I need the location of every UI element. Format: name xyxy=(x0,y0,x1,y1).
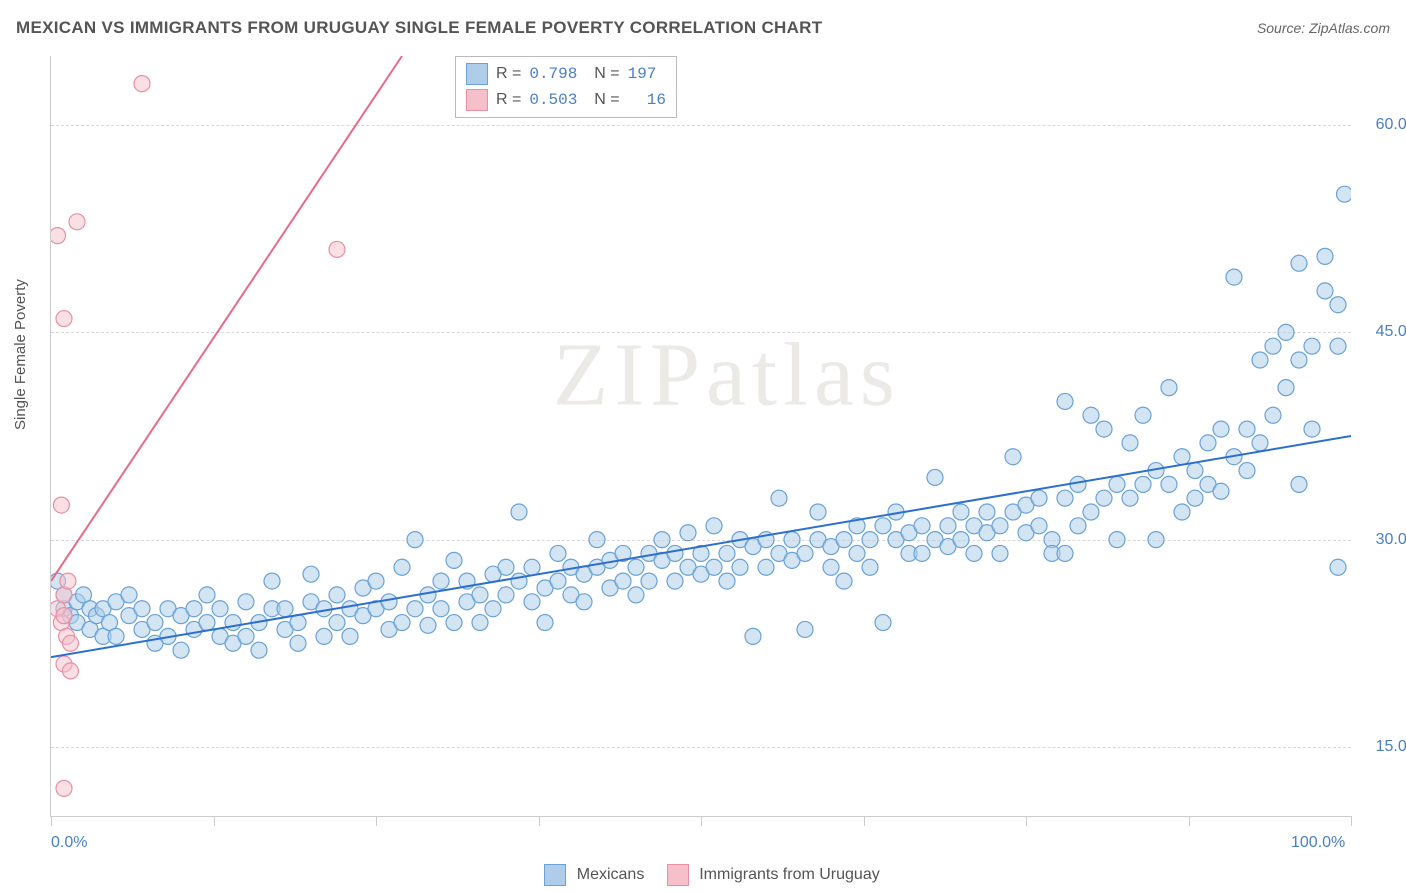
n-value-mexicans: 197 xyxy=(628,65,657,83)
series-legend: Mexicans Immigrants from Uruguay xyxy=(0,864,1406,886)
x-tick-label: 0.0% xyxy=(51,834,87,852)
legend-label-uruguay: Immigrants from Uruguay xyxy=(699,866,880,883)
x-tick-label: 100.0% xyxy=(1291,834,1345,852)
legend-label-mexicans: Mexicans xyxy=(577,866,645,883)
r-value-mexicans: 0.798 xyxy=(529,65,577,83)
y-tick-label: 15.0% xyxy=(1361,738,1406,756)
n-label: N = xyxy=(585,91,619,109)
title-bar: MEXICAN VS IMMIGRANTS FROM URUGUAY SINGL… xyxy=(16,18,1390,38)
y-tick-label: 45.0% xyxy=(1361,323,1406,341)
swatch-mexicans xyxy=(466,63,488,85)
legend-row-mexicans: R = 0.798 N = 197 xyxy=(466,61,666,87)
plot-svg xyxy=(51,56,1351,816)
y-tick-label: 30.0% xyxy=(1361,531,1406,549)
n-label: N = xyxy=(585,65,619,83)
chart-title: MEXICAN VS IMMIGRANTS FROM URUGUAY SINGL… xyxy=(16,18,822,38)
correlation-legend: R = 0.798 N = 197 R = 0.503 N = 16 xyxy=(455,56,677,118)
n-value-uruguay: 16 xyxy=(628,91,666,109)
swatch-uruguay xyxy=(466,89,488,111)
r-value-uruguay: 0.503 xyxy=(529,91,577,109)
y-tick-label: 60.0% xyxy=(1361,116,1406,134)
y-axis-label: Single Female Poverty xyxy=(12,279,29,430)
r-label: R = xyxy=(496,65,521,83)
swatch-mexicans-bottom xyxy=(544,864,566,886)
r-label: R = xyxy=(496,91,521,109)
legend-row-uruguay: R = 0.503 N = 16 xyxy=(466,87,666,113)
scatter-plot: ZIPatlas 15.0%30.0%45.0%60.0%0.0%100.0% xyxy=(50,56,1351,817)
source-label: Source: ZipAtlas.com xyxy=(1257,20,1390,36)
swatch-uruguay-bottom xyxy=(667,864,689,886)
